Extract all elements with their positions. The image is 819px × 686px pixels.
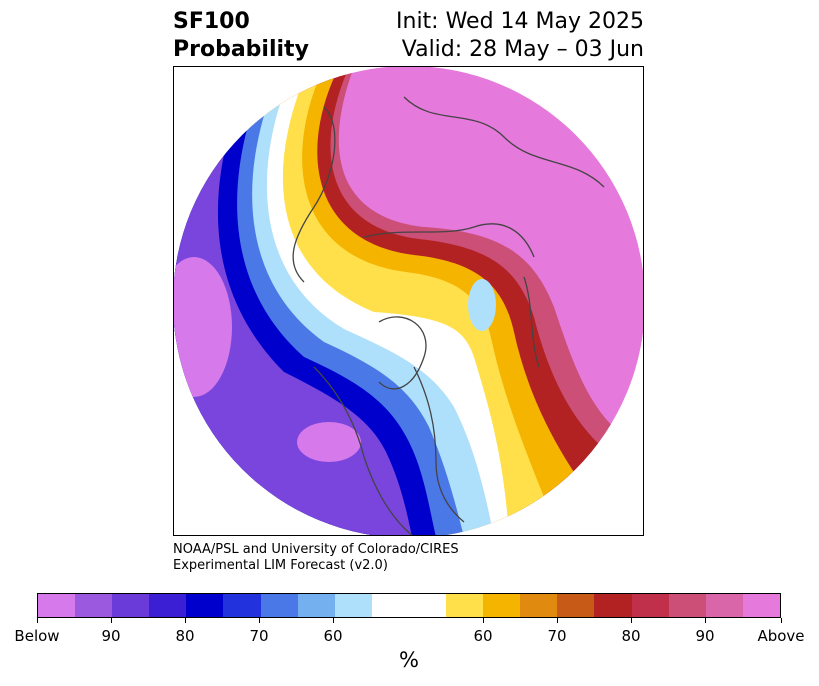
probability-shading [174, 67, 643, 535]
colorbar-swatch [742, 594, 780, 617]
colorbar-tick-label: 70 [249, 627, 269, 645]
colorbar-swatch [75, 594, 113, 617]
colorbar-tickmark [557, 618, 558, 623]
colorbar-tick-label: 70 [547, 627, 567, 645]
colorbar-swatch [557, 594, 595, 617]
polar-map-svg [174, 67, 643, 535]
colorbar-swatch [631, 594, 669, 617]
colorbar-tick-label: 60 [323, 627, 343, 645]
colorbar-swatch [334, 594, 372, 617]
valid-range: Valid: 28 May – 03 Jun [401, 37, 644, 62]
colorbar-swatch [483, 594, 521, 617]
colorbar-swatch [149, 594, 187, 617]
north-america-west-coast [313, 366, 413, 535]
colorbar-tickmark [333, 618, 334, 623]
colorbar-tick-label: 90 [101, 627, 121, 645]
credit-line-1: NOAA/PSL and University of Colorado/CIRE… [173, 542, 459, 557]
colorbar-swatch [371, 594, 409, 617]
colorbar-tick-label: 90 [695, 627, 715, 645]
colorbar-tickmark [111, 618, 112, 623]
below-deep-west-us [297, 422, 361, 462]
colorbar-tick-label: 80 [621, 627, 641, 645]
colorbar-tickmark [259, 618, 260, 623]
north-america-east-coast [413, 366, 465, 523]
colorbar-tickmark [705, 618, 706, 623]
below-light-pocket [468, 279, 496, 331]
colorbar-swatch [186, 594, 224, 617]
colorbar-swatch [705, 594, 743, 617]
colorbar-swatch [520, 594, 558, 617]
colorbar-tick-label: Below [14, 627, 60, 645]
greenland-coast [292, 106, 336, 283]
colorbar-swatch [38, 594, 76, 617]
eurasia-interior-border [403, 96, 605, 188]
colorbar-swatch [446, 594, 484, 617]
colorbar-tickmark [185, 618, 186, 623]
colorbar-tickmark [37, 618, 38, 623]
colorbar-swatch [112, 594, 150, 617]
colorbar-swatch [594, 594, 632, 617]
colorbar-tick-label: 80 [175, 627, 195, 645]
siberia-coast [363, 223, 535, 258]
coastlines [292, 96, 605, 535]
colorbar-swatch [408, 594, 447, 617]
bering-coast [523, 276, 540, 368]
colorbar-tick-label: 60 [473, 627, 493, 645]
init-date: Init: Wed 14 May 2025 [396, 9, 644, 34]
title-type: Probability [173, 37, 309, 62]
colorbar-swatch [223, 594, 261, 617]
colorbar-swatch [260, 594, 298, 617]
title-variable: SF100 [173, 9, 250, 34]
forecast-map [173, 66, 644, 536]
arctic-islands-coast [378, 316, 427, 390]
below-purple-region [174, 67, 412, 535]
colorbar-tickmark [781, 618, 782, 623]
colorbar-tickmark [631, 618, 632, 623]
colorbar-swatch [668, 594, 706, 617]
colorbar [37, 593, 781, 618]
colorbar-tick-label: Above [757, 627, 805, 645]
chart-title-right: Init: Wed 14 May 2025 Valid: 28 May – 03… [396, 8, 644, 64]
credit-line-2: Experimental LIM Forecast (v2.0) [173, 558, 388, 573]
colorbar-swatch [297, 594, 335, 617]
credit-text: NOAA/PSL and University of Colorado/CIRE… [173, 542, 459, 574]
chart-title-left: SF100 Probability [173, 8, 309, 64]
colorbar-unit: % [399, 648, 419, 672]
colorbar-tickmark [483, 618, 484, 623]
